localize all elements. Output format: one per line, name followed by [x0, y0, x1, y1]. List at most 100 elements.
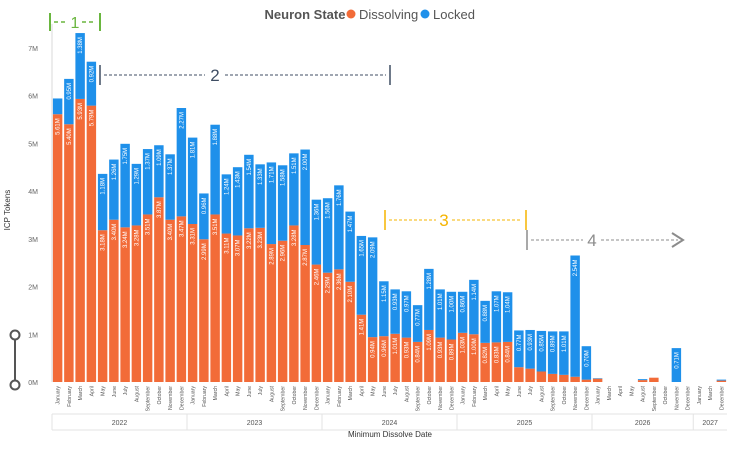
- data-label-locked: 1.43M: [236, 171, 242, 188]
- y-axis-title: ICP Tokens: [3, 190, 12, 231]
- data-label-dissolving: 0.94M: [371, 341, 377, 358]
- bar-dissolving[interactable]: [582, 380, 591, 382]
- data-label-locked: 1.00M: [449, 296, 455, 313]
- x-tick-label: June: [382, 386, 388, 397]
- bar-dissolving[interactable]: [132, 225, 141, 382]
- x-tick-label: December: [686, 386, 692, 410]
- data-label-dissolving: 0.84M: [506, 346, 512, 363]
- data-label-dissolving: 3.40M: [168, 224, 174, 241]
- x-tick-label: March: [708, 386, 714, 401]
- data-label-dissolving: 3.18M: [101, 234, 107, 251]
- data-label-locked: 2.09M: [371, 241, 377, 258]
- x-tick-label: June: [517, 386, 523, 397]
- bar-dissolving[interactable]: [109, 220, 118, 382]
- x-tick-label: November: [168, 386, 174, 410]
- data-label-locked: 1.33M: [258, 168, 264, 185]
- bar-dissolving[interactable]: [87, 106, 96, 382]
- y-tick-label: 0M: [28, 380, 38, 387]
- zoom-slider-top-handle[interactable]: [11, 331, 20, 340]
- data-label-locked: 1.24M: [224, 178, 230, 195]
- bar-dissolving[interactable]: [717, 381, 726, 382]
- data-label-dissolving: 3.11M: [224, 238, 230, 254]
- data-label-locked: 1.07M: [494, 295, 500, 312]
- y-tick-label: 1M: [28, 332, 38, 339]
- year-label: 2026: [635, 420, 651, 427]
- annotation-4-label: 4: [587, 231, 596, 250]
- data-label-locked: 1.54M: [247, 159, 253, 176]
- x-tick-label: December: [719, 386, 725, 410]
- bar-dissolving[interactable]: [537, 371, 546, 382]
- bar-dissolving[interactable]: [210, 214, 219, 382]
- data-label-locked: 0.89M: [551, 335, 557, 352]
- x-tick-label: January: [596, 386, 602, 405]
- bar-dissolving[interactable]: [154, 197, 163, 382]
- x-tick-label: November: [438, 386, 444, 410]
- x-tick-label: January: [326, 386, 332, 405]
- bar-dissolving[interactable]: [64, 124, 73, 382]
- bar-dissolving[interactable]: [244, 228, 253, 382]
- bar-dissolving[interactable]: [75, 99, 84, 382]
- x-tick-label: August: [539, 385, 545, 402]
- legend: Neuron State Dissolving Locked: [265, 7, 475, 22]
- zoom-slider-bottom-handle[interactable]: [11, 381, 20, 390]
- data-label-locked: 1.75M: [123, 148, 129, 165]
- bar-dissolving[interactable]: [98, 230, 107, 382]
- year-label: 2024: [382, 420, 398, 427]
- bar-locked[interactable]: [638, 379, 647, 380]
- bar-dissolving[interactable]: [255, 228, 264, 382]
- bar-dissolving[interactable]: [525, 369, 534, 382]
- data-label-locked: 0.85M: [539, 335, 545, 352]
- bar-dissolving[interactable]: [165, 220, 174, 382]
- bar-dissolving[interactable]: [53, 114, 62, 382]
- bar-dissolving[interactable]: [548, 374, 557, 382]
- x-tick-label: April: [618, 386, 624, 396]
- x-tick-label: December: [314, 386, 320, 410]
- x-tick-label: December: [584, 386, 590, 410]
- bar-dissolving[interactable]: [233, 235, 242, 382]
- y-tick-label: 3M: [28, 237, 38, 244]
- data-label-locked: 1.38M: [78, 37, 84, 54]
- x-tick-label: April: [224, 386, 230, 396]
- data-label-locked: 1.37M: [146, 153, 152, 170]
- x-tick-label: May: [236, 386, 242, 396]
- data-label-locked: 1.26M: [112, 164, 118, 181]
- bar-locked[interactable]: [717, 380, 726, 381]
- bar-dissolving[interactable]: [177, 216, 186, 382]
- y-tick-label: 6M: [28, 94, 38, 101]
- legend-locked-label: Locked: [433, 7, 475, 22]
- data-label-dissolving: 2.99M: [202, 243, 208, 260]
- data-label-locked: 0.88M: [483, 305, 489, 322]
- bar-dissolving[interactable]: [593, 379, 602, 382]
- bar-dissolving[interactable]: [222, 234, 231, 382]
- data-label-locked: 1.29M: [134, 168, 140, 185]
- bar-dissolving[interactable]: [289, 225, 298, 382]
- data-label-dissolving: 3.51M: [213, 218, 219, 235]
- data-label-dissolving: 0.93M: [404, 342, 410, 359]
- x-tick-label: August: [269, 385, 275, 402]
- x-tick-label: February: [472, 386, 478, 407]
- bar-dissolving[interactable]: [143, 214, 152, 382]
- zoom-slider[interactable]: [11, 330, 20, 390]
- x-tick-label: October: [562, 386, 568, 405]
- data-label-locked: 1.37M: [168, 158, 174, 175]
- data-label-dissolving: 5.61M: [56, 118, 62, 135]
- bar-dissolving[interactable]: [120, 227, 129, 382]
- bar-dissolving[interactable]: [570, 377, 579, 382]
- data-label-dissolving: 0.93M: [438, 342, 444, 359]
- data-label-dissolving: 3.51M: [146, 218, 152, 235]
- bar-dissolving[interactable]: [638, 380, 647, 382]
- data-label-locked: 0.71M: [674, 352, 680, 369]
- data-label-locked: 0.70M: [584, 350, 590, 367]
- bar-dissolving[interactable]: [188, 224, 197, 382]
- x-tick-label: November: [573, 386, 579, 410]
- data-label-dissolving: 3.87M: [157, 201, 163, 218]
- bar-locked[interactable]: [53, 98, 62, 114]
- data-label-dissolving: 3.40M: [112, 224, 118, 241]
- bar-dissolving[interactable]: [559, 375, 568, 382]
- data-label-dissolving: 3.22M: [247, 232, 253, 249]
- bar-dissolving[interactable]: [514, 367, 523, 382]
- data-label-locked: 1.58M: [281, 169, 287, 186]
- data-label-locked: 1.09M: [157, 149, 163, 166]
- x-tick-label: September: [551, 386, 557, 412]
- bar-dissolving[interactable]: [649, 378, 658, 382]
